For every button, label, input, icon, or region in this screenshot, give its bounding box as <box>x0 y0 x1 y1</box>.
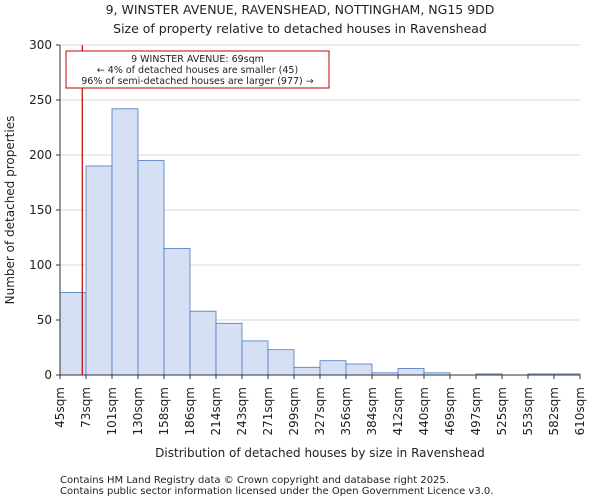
bar-243sqm <box>241 340 269 376</box>
x-tick-label: 271sqm <box>261 387 275 435</box>
x-tick-label: 525sqm <box>495 387 509 435</box>
x-tick-label: 243sqm <box>235 387 249 435</box>
annotation-frame <box>65 50 330 89</box>
x-tick-label: 186sqm <box>183 387 197 435</box>
bars <box>59 108 581 376</box>
bar-327sqm <box>319 360 347 376</box>
chart-title: 9, WINSTER AVENUE, RAVENSHEAD, NOTTINGHA… <box>106 2 495 17</box>
x-tick-label: 440sqm <box>417 387 431 435</box>
bar-73sqm <box>85 165 113 376</box>
x-tick-label: 45sqm <box>53 387 67 428</box>
x-tick-label: 73sqm <box>79 387 93 428</box>
x-tick-label: 158sqm <box>157 387 171 435</box>
y-tick-label: 100 <box>29 258 52 272</box>
y-tick-label: 200 <box>29 148 52 162</box>
x-tick-label: 101sqm <box>105 387 119 435</box>
x-tick-label: 130sqm <box>131 387 145 435</box>
x-tick-label: 497sqm <box>469 387 483 435</box>
annotation-line-2: ← 4% of detached houses are smaller (45) <box>97 65 298 76</box>
x-tick-label: 469sqm <box>443 387 457 435</box>
bar-214sqm <box>215 322 243 376</box>
x-tick-label: 384sqm <box>365 387 379 435</box>
x-axis-label: Distribution of detached houses by size … <box>155 446 485 460</box>
annotation-box: 9 WINSTER AVENUE: 69sqm ← 4% of detached… <box>65 50 330 89</box>
bar-101sqm <box>111 108 139 376</box>
bar-271sqm <box>267 349 295 376</box>
x-tick-label: 327sqm <box>313 387 327 435</box>
x-tick-labels: 45sqm 73sqm 101sqm 130sqm 158sqm 186sqm 214sqm… <box>53 375 587 435</box>
bar-186sqm <box>189 310 217 376</box>
x-tick-label: 553sqm <box>521 387 535 435</box>
footer-line-1: Contains HM Land Registry data © Crown c… <box>60 475 449 486</box>
bar-130sqm <box>137 160 165 376</box>
x-tick-label: 412sqm <box>391 387 405 435</box>
x-tick-label: 356sqm <box>339 387 353 435</box>
bar-299sqm <box>293 366 321 376</box>
annotation-line-3: 96% of semi-detached houses are larger (… <box>81 76 314 87</box>
x-tick-label: 214sqm <box>209 387 223 435</box>
bar-412sqm <box>397 367 425 376</box>
chart-subtitle: Size of property relative to detached ho… <box>113 21 487 36</box>
y-axis-label: Number of detached properties <box>3 116 17 305</box>
x-tick-label: 582sqm <box>547 387 561 435</box>
y-tick-label: 0 <box>44 368 52 382</box>
y-tick-label: 50 <box>37 313 52 327</box>
bar-356sqm <box>345 363 373 376</box>
bar-158sqm <box>163 248 191 376</box>
x-tick-label: 610sqm <box>573 387 587 435</box>
y-tick-label: 250 <box>29 93 52 107</box>
y-tick-label: 300 <box>29 38 52 52</box>
annotation-line-1: 9 WINSTER AVENUE: 69sqm <box>131 54 264 65</box>
footer-line-2: Contains public sector information licen… <box>60 486 493 497</box>
y-tick-labels: 0 50 100 150 200 250 300 <box>29 38 60 382</box>
y-tick-label: 150 <box>29 203 52 217</box>
x-tick-label: 299sqm <box>287 387 301 435</box>
